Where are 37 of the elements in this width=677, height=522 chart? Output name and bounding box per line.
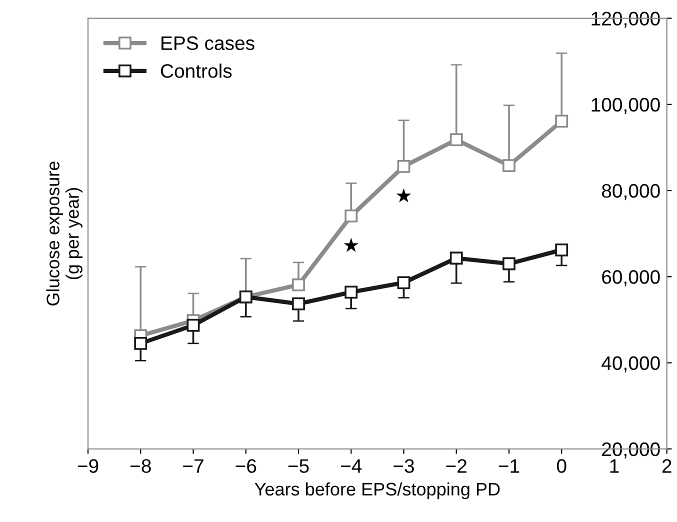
point <box>555 114 568 128</box>
x-tick-label: −8 <box>130 459 151 473</box>
annotation: ★ <box>344 238 359 252</box>
x-axis-title: Years before EPS/stopping PD <box>254 482 500 500</box>
x-tick-label: −2 <box>446 459 466 473</box>
point <box>292 278 305 292</box>
x-tick-label: −9 <box>78 459 98 473</box>
point <box>450 133 463 146</box>
x-tick-label: −6 <box>236 459 256 473</box>
point <box>292 297 305 310</box>
point <box>186 318 200 332</box>
point <box>134 336 148 350</box>
x-tick-label: 2 <box>662 459 672 473</box>
point <box>555 244 568 256</box>
point <box>344 286 358 299</box>
y-tick-label: 60,000 <box>602 270 660 286</box>
legend-label: EPS cases <box>162 36 254 50</box>
y-tick-label: 120,000 <box>592 12 660 28</box>
x-tick-label: −5 <box>288 459 309 473</box>
y-tick-label: 80,000 <box>602 184 660 200</box>
y-axis-title: Glucose exposure (g per year) <box>46 162 82 306</box>
x-tick-label: 1 <box>610 459 619 473</box>
point <box>502 257 516 270</box>
point <box>344 209 358 222</box>
point <box>502 159 516 172</box>
point <box>397 276 410 290</box>
x-tick-label: −1 <box>498 459 520 473</box>
x-tick-label: −7 <box>183 459 204 473</box>
annotation: ★ <box>396 188 412 202</box>
x-tick-label: 0 <box>556 459 566 473</box>
point <box>397 160 410 173</box>
y-tick-label: 100,000 <box>592 98 660 114</box>
x-tick-label: −4 <box>340 459 362 473</box>
y-tick-label: 40,000 <box>602 356 660 372</box>
x-tick-label: −3 <box>394 459 414 473</box>
point <box>450 252 463 265</box>
legend-label: Controls <box>160 64 232 78</box>
